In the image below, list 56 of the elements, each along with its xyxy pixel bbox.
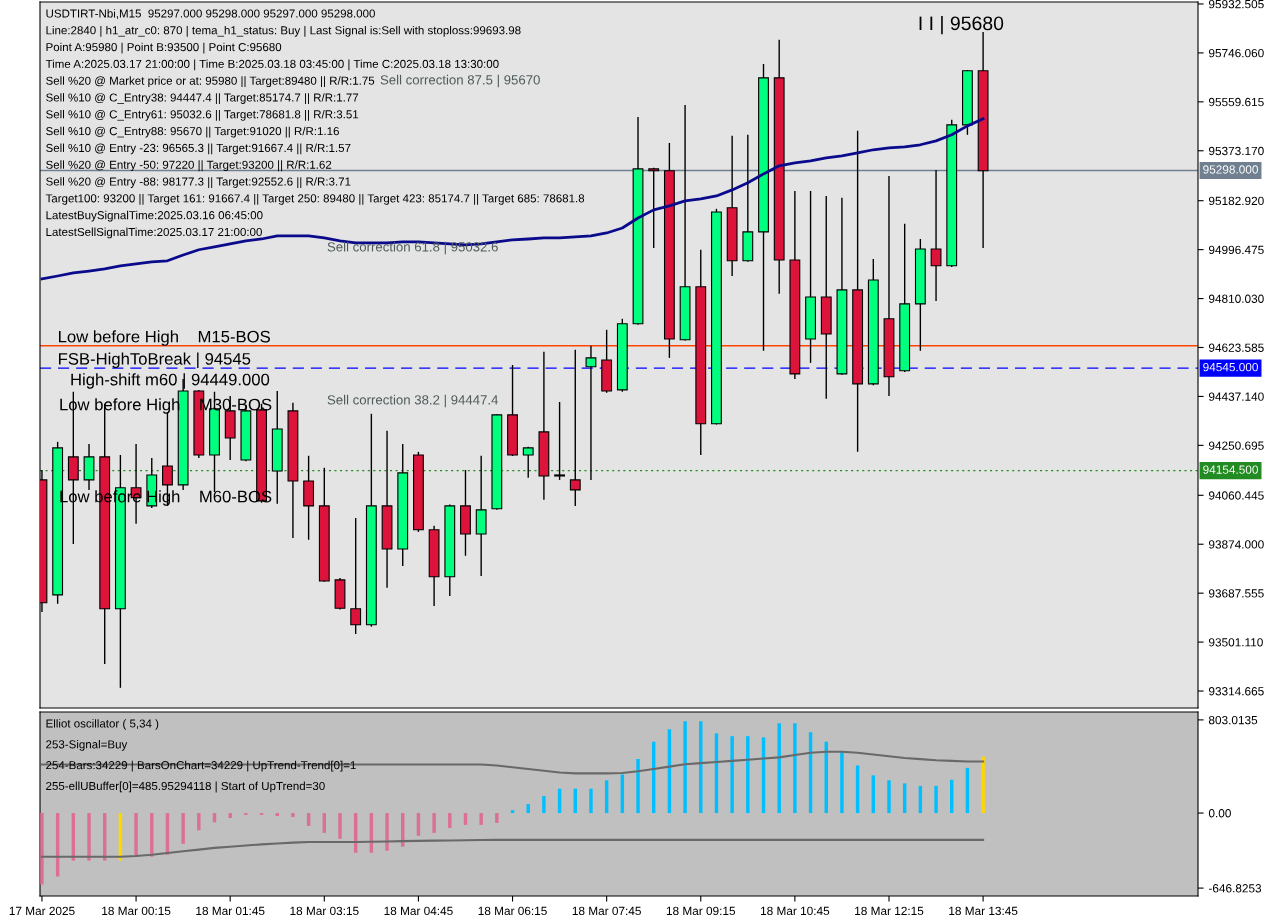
y-tick-label: 803.0135	[1208, 715, 1258, 725]
x-tick-label: 18 Mar 10:45	[761, 906, 830, 916]
y-tick-label: 95746.060	[1208, 48, 1264, 58]
y-tick-label: 93874.000	[1208, 540, 1264, 549]
y-tick-label: 0.00	[1208, 809, 1231, 818]
annotation: Sell %20 @ Entry -50: 97220 || Target:93200 || R/R:1.62	[46, 160, 332, 172]
y-tick-label: 94996.475	[1208, 245, 1264, 255]
x-tick-label: 18 Mar 01:45	[196, 906, 265, 916]
y-tick-label: 94437.140	[1208, 392, 1264, 401]
annotation: Line:2840 | h1_atr_c0: 870 | tema_h1_status: Buy | Last Signal is:Sell with stoploss:99693.98	[46, 25, 521, 37]
text: USDTIRT-Nbi,M15 95297.000 95298.000 95297.000 95298.000	[46, 9, 375, 19]
annotation: Time A:2025.03.17 21:00:00 | Time B:2025.03.18 03:45:00 | Time C:2025.03.18 13:30:00	[45, 59, 499, 71]
x-tick-label: 18 Mar 09:15	[666, 906, 736, 916]
y-tick-label: 93314.665	[1208, 687, 1264, 696]
y-tick-label: 93687.555	[1208, 589, 1264, 598]
y-tick-label: 94060.445	[1208, 491, 1264, 500]
annotation: Sell %10 @ Entry -23: 96565.3 || Target:91667.4 || R/R:1.57	[46, 143, 351, 155]
annotation: 255-ellUBuffer[0]=485.95294118 | Start of UpTrend=30	[46, 781, 325, 793]
annotation: Sell correction 38.2 | 94447.4	[327, 394, 499, 408]
x-tick-label: 18 Mar 07:45	[572, 906, 641, 916]
x-tick-label: 18 Mar 06:15	[478, 906, 547, 916]
annotation: High-shift m60 | 94449.000	[71, 373, 270, 389]
annotation: Target100: 93200 || Target 161: 91667.4 || Target 250: 89480 || Target 423: 85174.7 || Target 685: 78681.8	[45, 193, 585, 205]
y-tick-label: 95182.920	[1208, 196, 1264, 206]
annotation: Point A:95980 | Point B:93500 | Point C:95680	[46, 42, 282, 54]
x-tick-label: 17 Mar 2025	[9, 906, 75, 916]
x-tick-label: 18 Mar 00:15	[102, 906, 171, 916]
annotation: I I | 95680	[919, 15, 1004, 35]
annotation: Sell %20 @ Market price or at: 95980 || Target:89480 || R/R:1.75	[46, 76, 375, 88]
ref-line-label: 94154.500	[1203, 465, 1258, 474]
annotation: Sell %10 @ C_Entry38: 94447.4 || Target:85174.7 || R/R:1.77	[46, 93, 359, 104]
y-tick-label: 94623.585	[1208, 343, 1264, 352]
y-tick-label: 95932.505	[1208, 0, 1264, 9]
text: Elliot oscillator ( 5,34 )	[46, 719, 159, 730]
y-tick-label: 95373.170	[1208, 146, 1264, 156]
ref-line-label: 95298.000	[1203, 165, 1258, 174]
x-tick-label: 18 Mar 03:15	[290, 906, 359, 916]
annotation: FSB-HighToBreak | 94545	[59, 352, 251, 369]
annotation: Sell %10 @ C_Entry61: 95032.6 || Target:78681.8 || R/R:3.51	[46, 109, 359, 121]
annotation: Sell correction 87.5 | 95670	[380, 74, 540, 88]
x-tick-label: 18 Mar 13:45	[949, 906, 1018, 916]
annotation: Sell %20 @ Entry -88: 98177.3 || Target:92552.6 || R/R:3.71	[46, 177, 351, 188]
y-tick-label: 94810.030	[1208, 294, 1264, 303]
x-tick-label: 18 Mar 04:45	[384, 906, 453, 916]
annotation: 253-Signal=Buy	[46, 739, 128, 751]
y-tick-label: -646.8253	[1208, 884, 1262, 893]
annotation: 254-Bars:34229 | BarsOnChart=34229 | UpTrend-Trend[0]=1	[46, 760, 356, 772]
y-tick-label: 95559.615	[1208, 97, 1264, 107]
ref-line-label: 94545.000	[1203, 362, 1258, 372]
annotation: Low before High M15-BOS	[59, 330, 270, 346]
y-tick-label: 94250.695	[1208, 441, 1264, 450]
annotation: Sell %10 @ C_Entry88: 95670 || Target:91020 || R/R:1.16	[46, 126, 339, 138]
x-tick-label: 18 Mar 12:15	[855, 906, 924, 916]
annotation: LatestSellSignalTime:2025.03.17 21:00:00	[46, 227, 262, 239]
y-tick-label: 93501.110	[1208, 638, 1263, 647]
annotation: LatestBuySignalTime:2025.03.16 06:45:00	[46, 210, 263, 222]
